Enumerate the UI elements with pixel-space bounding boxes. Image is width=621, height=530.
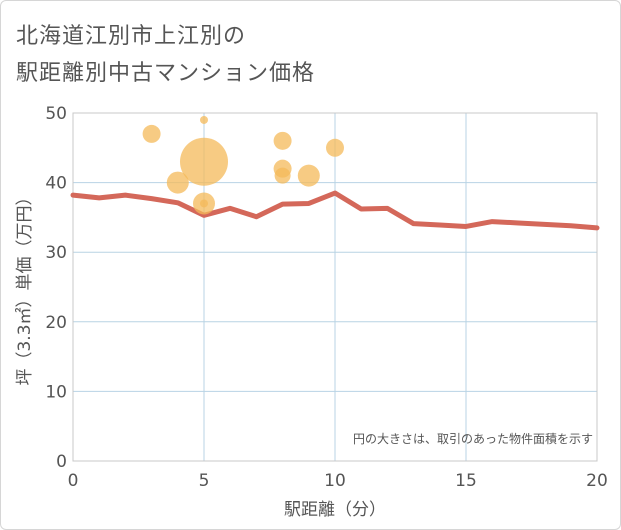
transaction-bubble	[273, 131, 292, 150]
y-tick-label: 10	[45, 382, 67, 402]
y-tick-label: 40	[45, 174, 67, 194]
y-tick-label: 20	[45, 313, 67, 333]
transaction-bubble	[297, 164, 320, 187]
transaction-bubble	[200, 199, 208, 208]
average-price-line	[70, 190, 600, 231]
transaction-bubble	[166, 171, 189, 194]
transaction-bubble	[274, 167, 291, 184]
y-tick-label: 0	[56, 452, 67, 472]
bubble-size-note: 円の大きさは、取引のあった物件面積を示す	[353, 431, 593, 446]
chart-title-line2: 駅距離別中古マンション価格	[16, 61, 316, 86]
x-tick-label: 10	[324, 471, 346, 491]
grid-layer	[72, 112, 598, 462]
transaction-bubble	[180, 137, 228, 186]
line-layer	[70, 190, 600, 231]
x-tick-label: 0	[68, 471, 79, 491]
tick-layer: 0 10 20 30 40 50 0 5 10 15 20	[45, 104, 607, 491]
x-axis-label: 駅距離（分）	[284, 500, 386, 520]
y-tick-label: 50	[45, 104, 67, 124]
transaction-bubble	[200, 115, 208, 124]
x-tick-label: 20	[586, 471, 608, 491]
transaction-bubble	[326, 138, 344, 157]
x-tick-label: 5	[199, 471, 210, 491]
x-tick-label: 15	[455, 471, 477, 491]
chart-title-line1: 北海道江別市上江別の	[16, 24, 247, 49]
y-axis-label: 坪（3.3㎡）単価（万円）	[15, 188, 35, 385]
plot-frame	[72, 112, 598, 462]
bubble-layer	[142, 115, 344, 215]
y-tick-label: 30	[45, 243, 67, 263]
transaction-bubble	[142, 124, 161, 143]
